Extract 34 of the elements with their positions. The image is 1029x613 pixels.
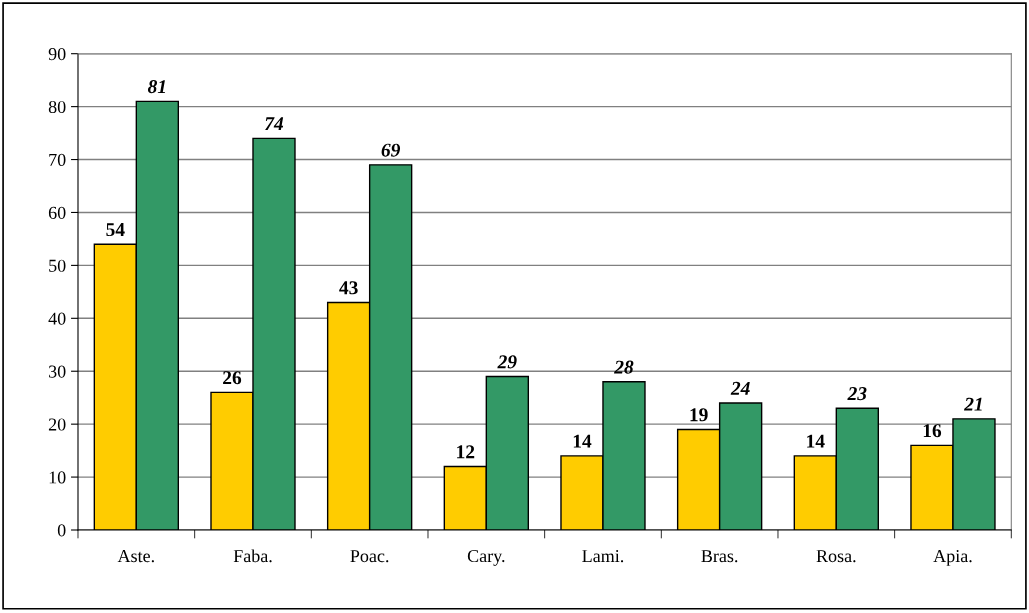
y-tick-label: 20 — [48, 418, 66, 431]
data-label: 12 — [457, 445, 475, 459]
data-label: 69 — [381, 143, 401, 157]
data-label: 21 — [964, 397, 982, 411]
data-label: 19 — [690, 408, 708, 422]
data-label: 54 — [106, 223, 125, 237]
data-label: 26 — [223, 371, 242, 385]
data-label: 74 — [265, 117, 284, 131]
y-tick-label: 80 — [48, 100, 66, 114]
y-tick-label: 90 — [48, 47, 66, 61]
x-tick-label: Poac. — [350, 550, 389, 563]
data-label: 24 — [730, 381, 750, 395]
y-tick-label: 40 — [48, 312, 66, 325]
data-label: 23 — [847, 387, 867, 401]
data-label: 43 — [339, 281, 358, 295]
y-tick-label: 30 — [49, 365, 66, 378]
y-tick-label: 70 — [49, 153, 66, 166]
x-tick-label: Lami. — [582, 550, 624, 563]
data-label: 16 — [923, 424, 942, 438]
x-tick-label: Aste. — [117, 550, 154, 563]
data-label: 29 — [497, 355, 517, 369]
x-tick-label: Bras. — [701, 550, 738, 563]
y-tick-label: 0 — [57, 524, 66, 537]
data-label: 14 — [573, 434, 592, 448]
x-tick-label: Apia. — [933, 550, 972, 566]
data-label: 81 — [147, 80, 166, 94]
data-label: 14 — [807, 434, 825, 448]
x-tick-label: Cary. — [467, 549, 505, 566]
y-tick-label: 60 — [48, 206, 66, 219]
data-label: 28 — [614, 360, 634, 374]
x-tick-label: Rosa. — [816, 550, 856, 563]
y-tick-label: 50 — [49, 259, 66, 272]
y-tick-label: 10 — [49, 471, 66, 484]
x-tick-label: Faba. — [233, 549, 272, 563]
